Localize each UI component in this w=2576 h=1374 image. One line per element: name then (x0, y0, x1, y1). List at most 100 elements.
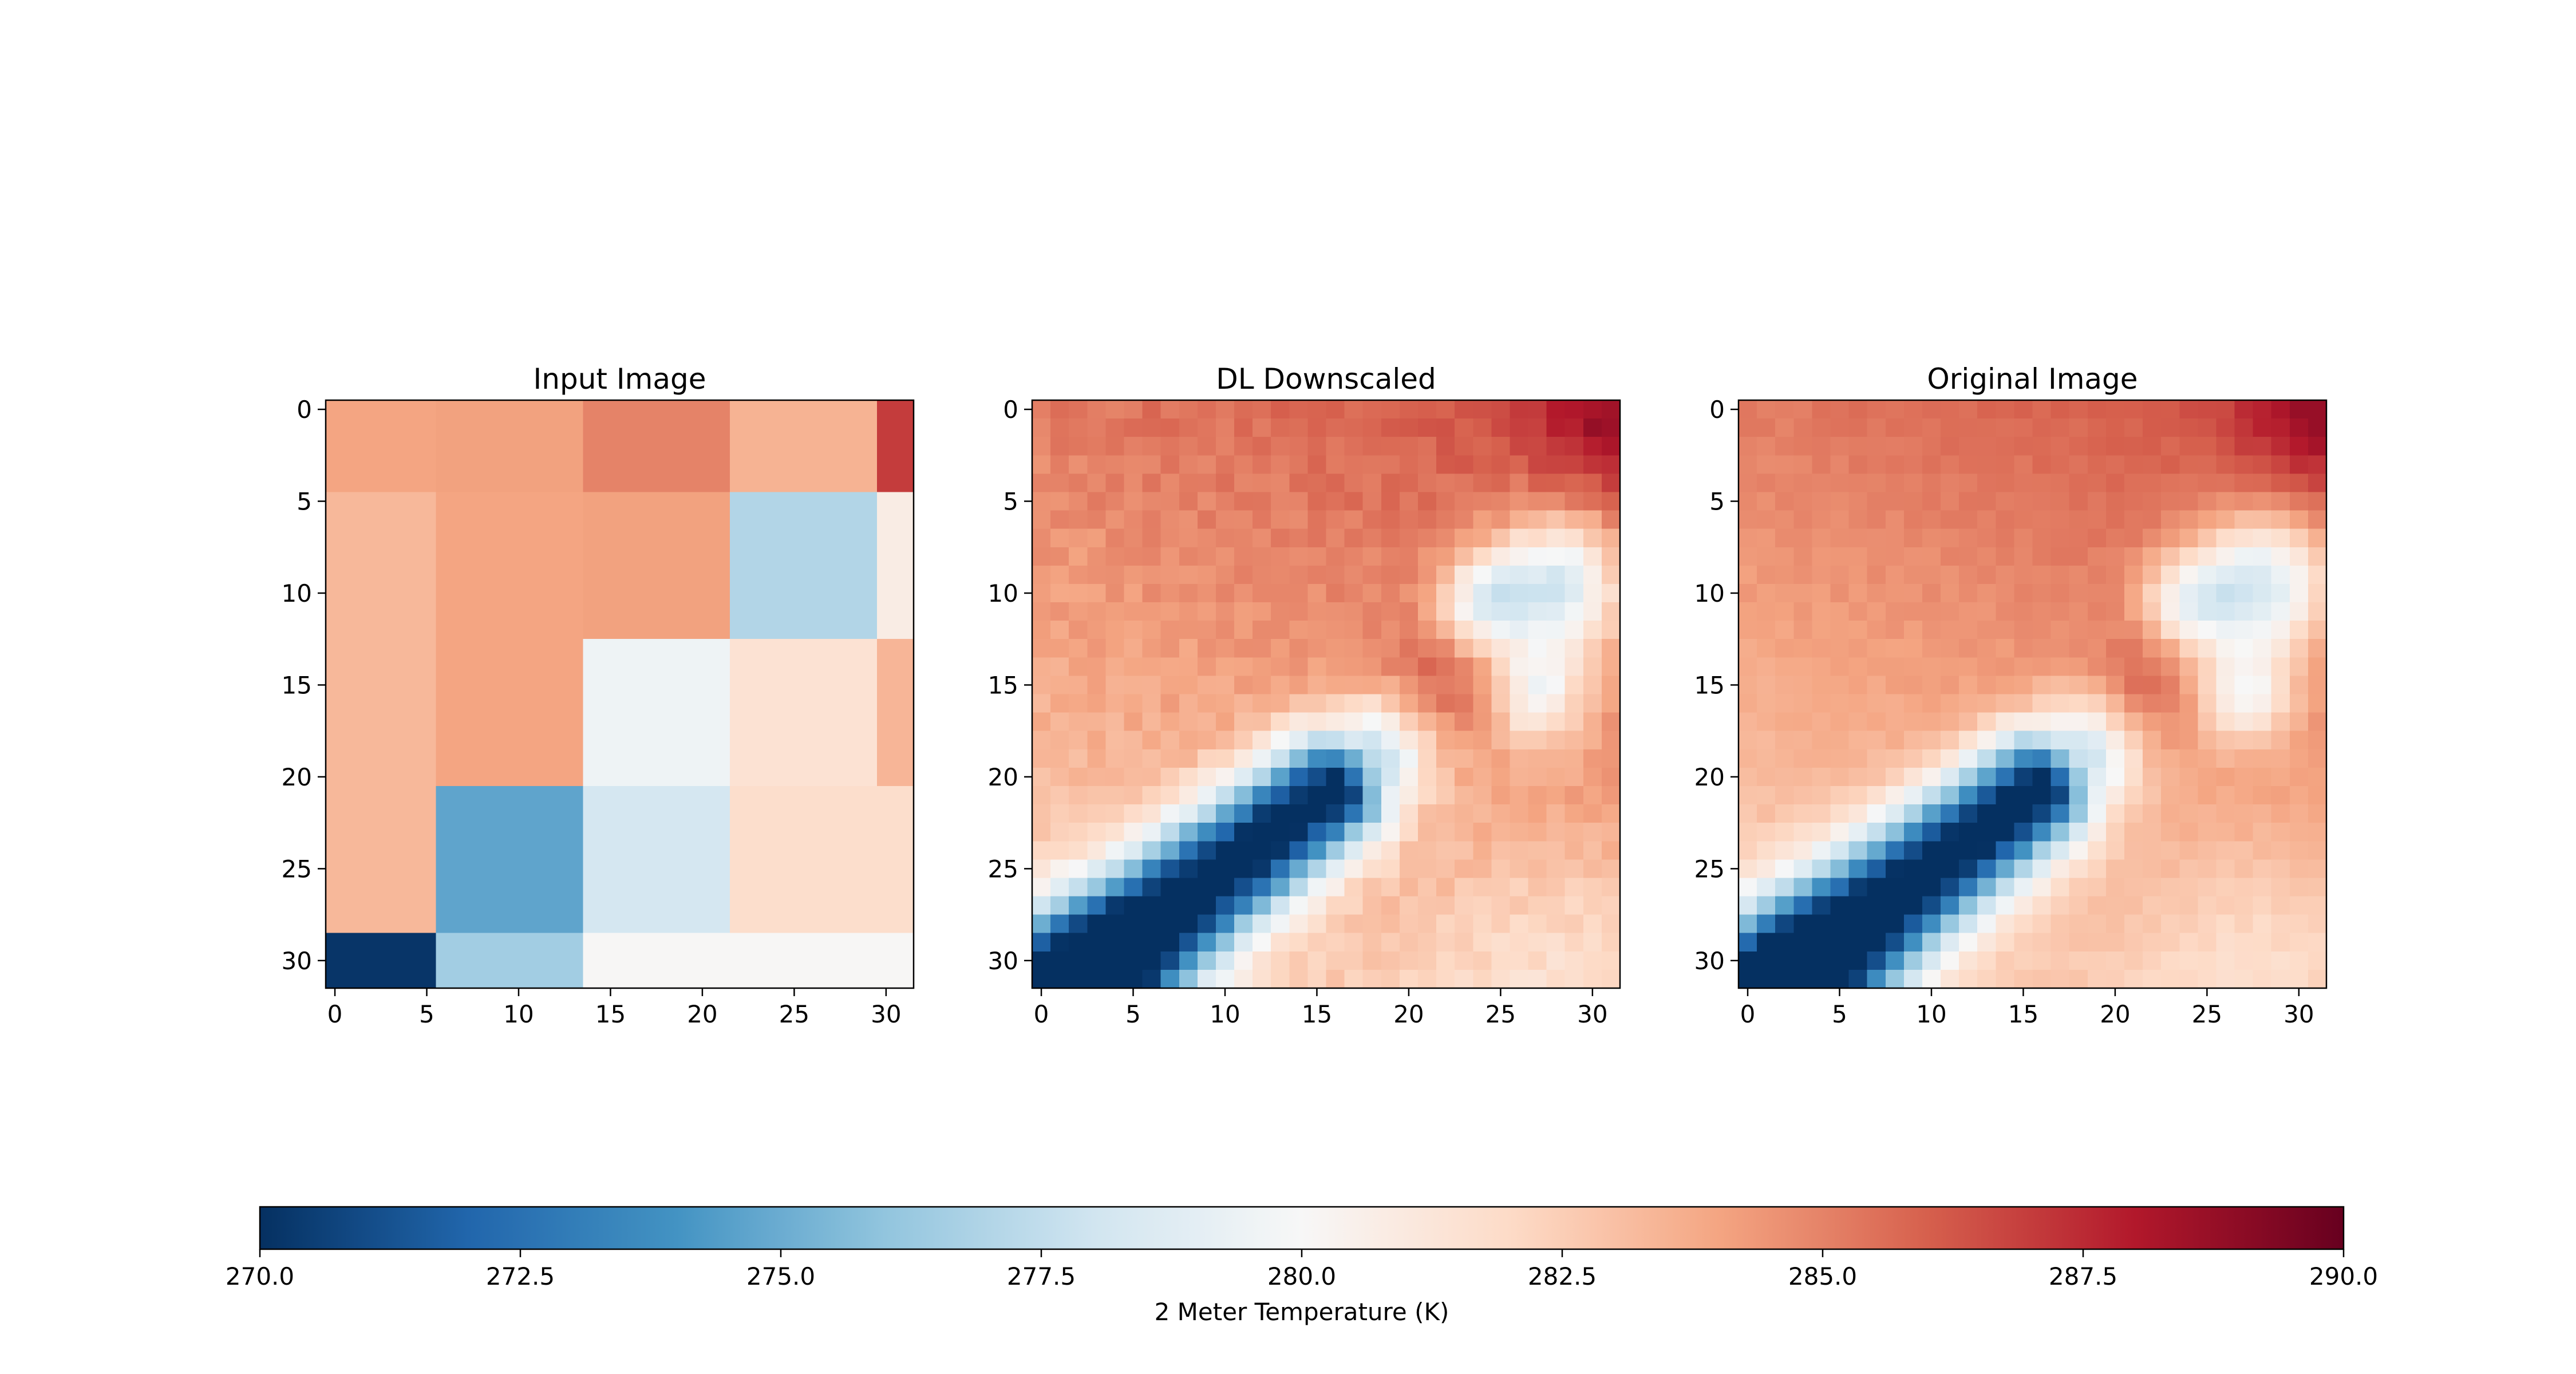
heatmap-cell (1234, 804, 1253, 823)
heatmap-cell (1271, 969, 1290, 989)
heatmap-cell (1528, 657, 1547, 677)
heatmap-cell (2161, 437, 2180, 456)
heatmap-cell (2087, 602, 2107, 621)
heatmap-cell (2253, 639, 2272, 658)
heatmap-cell (1528, 767, 1547, 787)
heatmap-cell (1546, 823, 1566, 842)
heatmap-cell (1105, 437, 1125, 456)
heatmap-cell (1179, 528, 1198, 548)
heatmap-cell (1050, 400, 1069, 419)
heatmap-cell (1903, 621, 1923, 639)
heatmap-block (326, 785, 437, 934)
heatmap-cell (1436, 547, 1455, 566)
heatmap-cell (2143, 712, 2162, 732)
y-tick-label: 30 (282, 947, 312, 975)
heatmap-cell (2253, 565, 2272, 585)
x-tick-label: 5 (1832, 1000, 1847, 1028)
heatmap-cell (2143, 933, 2162, 952)
heatmap-cell (1160, 639, 1180, 658)
heatmap-cell (1455, 841, 1473, 860)
heatmap-cell (1234, 731, 1253, 750)
heatmap-cell (1812, 785, 1831, 805)
heatmap-cell (1179, 712, 1198, 732)
heatmap-cell (1491, 676, 1511, 695)
heatmap-cell (1546, 639, 1566, 658)
heatmap-cell (2308, 602, 2327, 621)
heatmap-cell (1105, 639, 1125, 658)
heatmap-cell (1793, 473, 1812, 493)
heatmap-cell (1436, 749, 1455, 768)
heatmap-cell (2087, 676, 2107, 695)
heatmap-cell (1087, 621, 1106, 639)
heatmap-cell (1069, 473, 1088, 493)
heatmap-cell (2289, 510, 2309, 530)
heatmap-cell (1399, 400, 1419, 419)
heatmap-cell (1793, 933, 1812, 952)
heatmap-cell (2161, 657, 2180, 677)
heatmap-cell (1922, 621, 1941, 639)
heatmap-cell (1050, 528, 1069, 548)
heatmap-cell (1381, 951, 1400, 970)
heatmap-cell (1399, 528, 1419, 548)
heatmap-cell (1491, 492, 1511, 511)
heatmap-cell (1546, 969, 1566, 989)
heatmap-cell (1234, 878, 1253, 897)
heatmap-cell (2216, 547, 2235, 566)
heatmap-cell (2253, 583, 2272, 603)
heatmap-cell (1812, 731, 1831, 750)
heatmap-cell (1528, 841, 1547, 860)
heatmap-cell (1739, 823, 1757, 842)
heatmap-cell (2253, 657, 2272, 677)
heatmap-cell (1399, 694, 1419, 713)
heatmap-cell (1197, 712, 1216, 732)
heatmap-cell (2050, 767, 2070, 787)
heatmap-cell (1601, 621, 1621, 639)
heatmap-cell (2032, 914, 2052, 934)
heatmap-cell (1885, 933, 1905, 952)
heatmap-cell (1830, 969, 1850, 989)
heatmap-cell (1069, 676, 1088, 695)
heatmap-cell (2234, 951, 2254, 970)
heatmap-cell (1032, 400, 1051, 419)
heatmap-cell (1160, 437, 1180, 456)
heatmap-cell (2198, 896, 2217, 915)
heatmap-cell (2234, 749, 2254, 768)
heatmap-cell (1546, 896, 1566, 915)
heatmap-cell (1307, 896, 1327, 915)
heatmap-cell (1775, 841, 1794, 860)
heatmap-cell (1160, 602, 1180, 621)
heatmap-cell (1234, 785, 1253, 805)
heatmap-cell (1996, 418, 2015, 437)
heatmap-cell (2198, 602, 2217, 621)
heatmap-cell (1848, 731, 1868, 750)
x-tick-label: 10 (1210, 1000, 1240, 1028)
heatmap-cell (1510, 694, 1529, 713)
heatmap-cell (1739, 896, 1757, 915)
heatmap-cell (1271, 437, 1290, 456)
heatmap-cell (2308, 804, 2327, 823)
heatmap-cell (1215, 639, 1235, 658)
heatmap-cell (1903, 914, 1923, 934)
heatmap-cell (2069, 639, 2088, 658)
heatmap-cell (1959, 583, 1978, 603)
heatmap-cell (1473, 418, 1492, 437)
heatmap-cell (1050, 547, 1069, 566)
heatmap-cell (1601, 528, 1621, 548)
heatmap-cell (1307, 785, 1327, 805)
heatmap-cell (1601, 749, 1621, 768)
heatmap-cell (1050, 951, 1069, 970)
heatmap-cell (1977, 731, 1996, 750)
heatmap-cell (2216, 841, 2235, 860)
heatmap-cell (1105, 767, 1125, 787)
heatmap-block (583, 639, 730, 787)
heatmap-cell (1326, 712, 1345, 732)
heatmap-cell (1812, 510, 1831, 530)
heatmap-cell (2161, 823, 2180, 842)
heatmap-cell (1775, 418, 1794, 437)
heatmap-cell (1757, 473, 1776, 493)
heatmap-cell (1739, 878, 1757, 897)
heatmap-cell (1757, 418, 1776, 437)
heatmap-cell (2161, 841, 2180, 860)
heatmap-cell (1757, 749, 1776, 768)
